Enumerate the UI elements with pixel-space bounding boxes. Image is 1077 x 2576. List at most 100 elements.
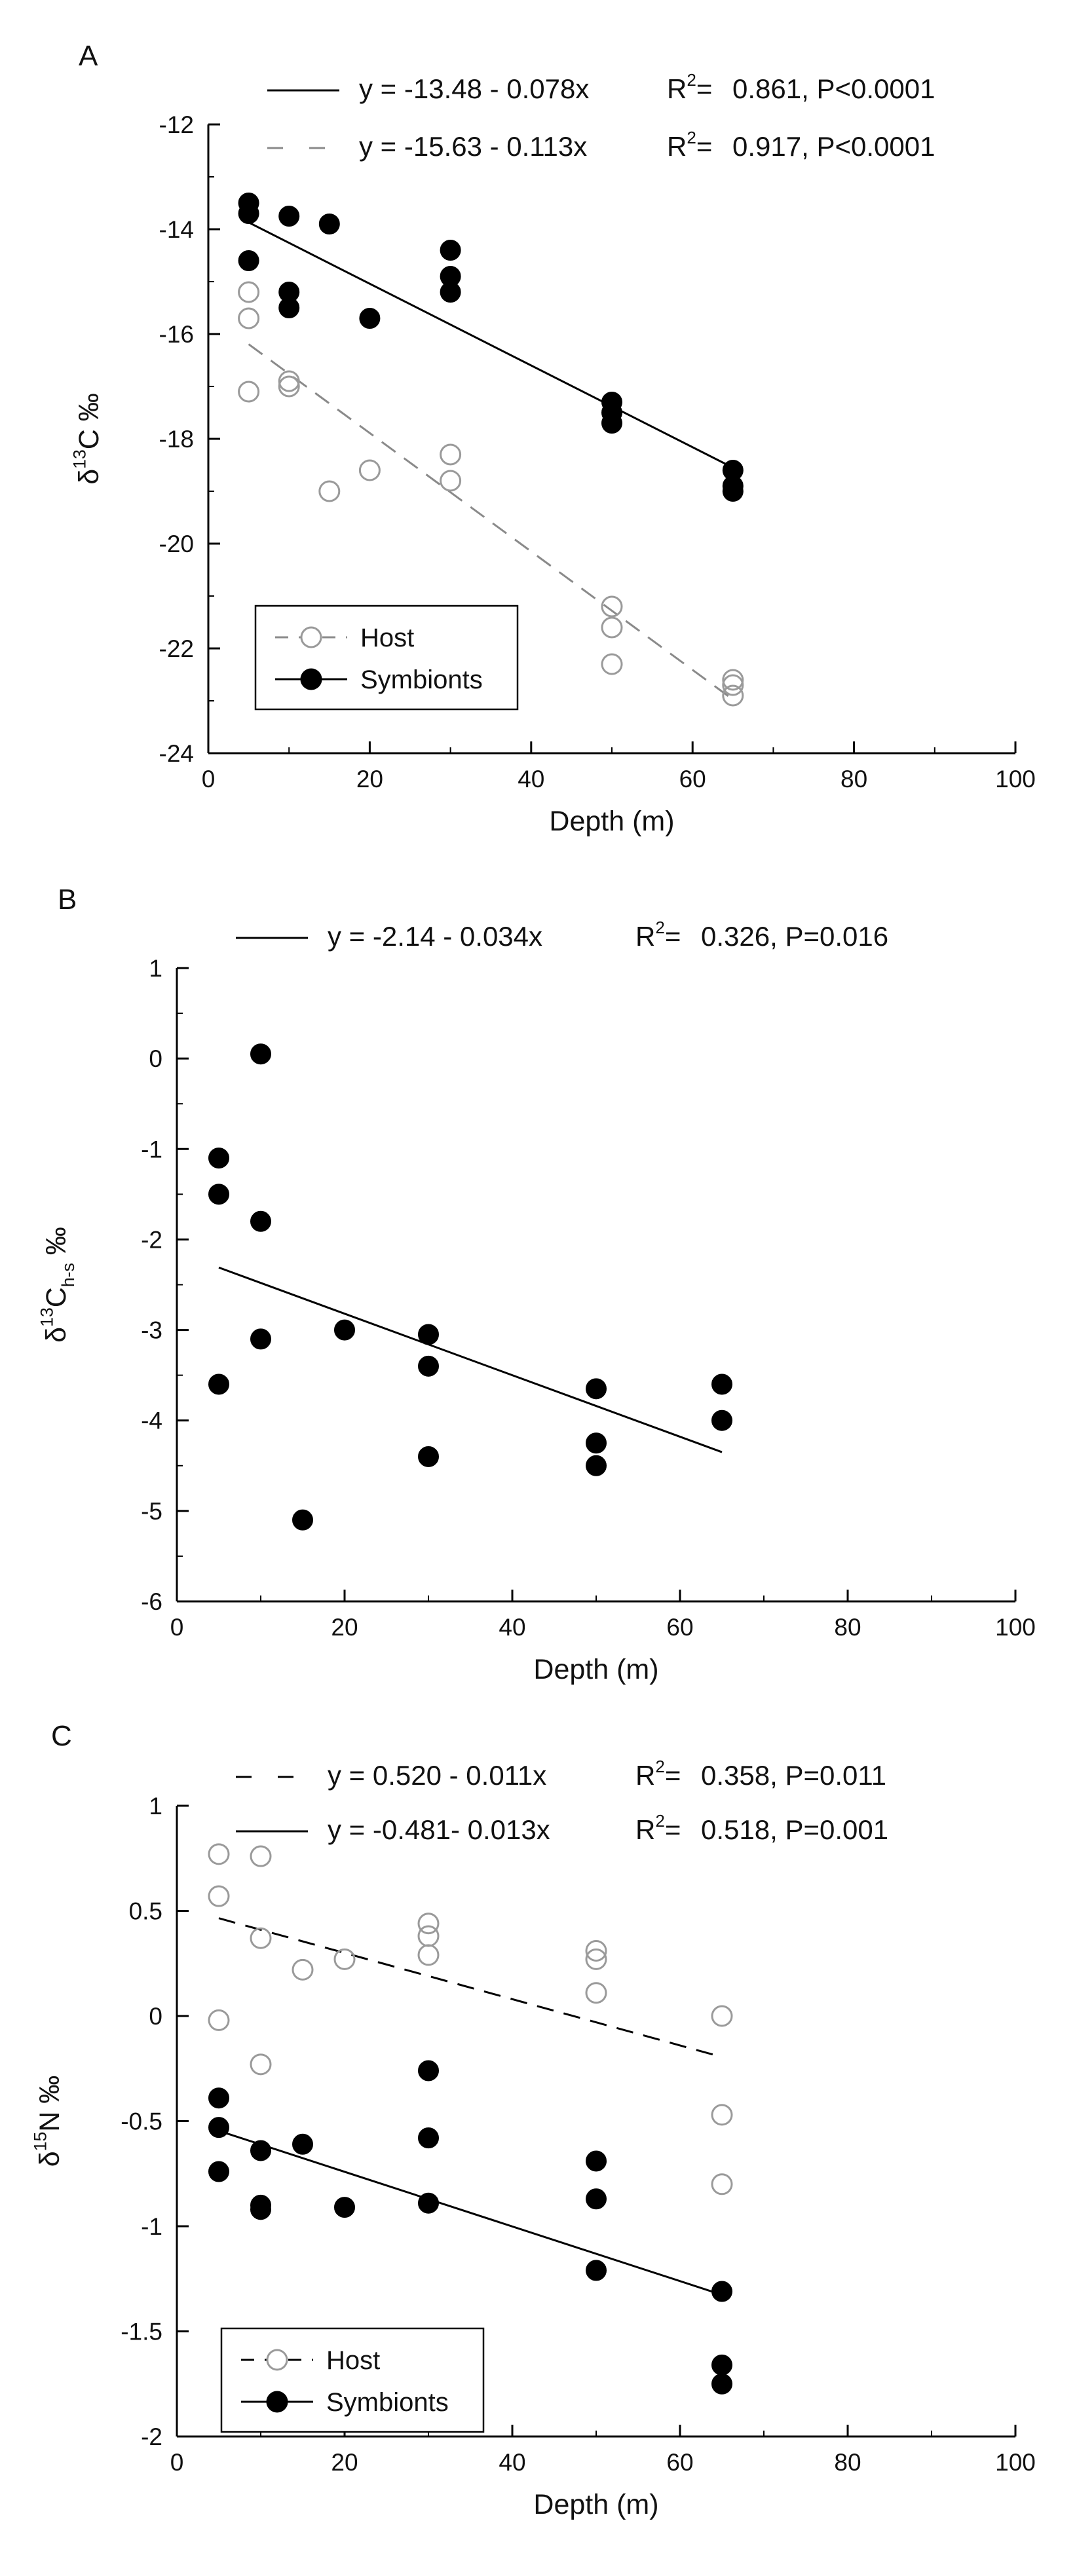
host-point <box>585 1939 607 1962</box>
x-tick-label: 100 <box>995 1614 1036 1641</box>
host-point <box>601 595 623 618</box>
host-point <box>318 480 341 502</box>
symbiont-point <box>238 250 259 271</box>
host-point <box>440 470 462 492</box>
y-tick-label: 1 <box>149 1793 162 1820</box>
panel-a: A 0 20 40 60 80 100 -24 -22 -20 -18 -16 -14 -12 Depth … <box>70 40 1036 837</box>
y-tick-label: 0 <box>149 2003 162 2030</box>
symbiont-point <box>711 1409 732 1431</box>
y-tick-label: 1 <box>149 955 162 982</box>
host-point <box>601 616 623 639</box>
host-point <box>208 1885 230 1907</box>
host-point <box>208 1843 230 1865</box>
panel-c: C 0 20 40 60 80 100 -2 -1.5 -1 -0.5 0 0.5 1 Depth (m) δ… <box>31 1720 1036 2520</box>
symbiont-point <box>208 1184 229 1205</box>
x-tick-label: 60 <box>679 766 706 793</box>
symbiont-point <box>278 297 300 318</box>
host-point <box>333 1948 356 1970</box>
host-point <box>711 2005 733 2027</box>
symbiont-point <box>359 308 381 329</box>
x-tick-label: 0 <box>202 766 216 793</box>
symbiont-point <box>250 1043 271 1065</box>
legend-label: Symbionts <box>326 2388 449 2417</box>
r-squared-value: 0.358, P=0.011 <box>701 1760 886 1791</box>
host-point <box>585 1982 607 2004</box>
host-point <box>722 674 744 696</box>
x-tick-label: 40 <box>518 766 544 793</box>
symbiont-point <box>334 1319 355 1341</box>
symbiont-point <box>418 1446 439 1467</box>
symbiont-point <box>208 2161 229 2182</box>
r-squared-prefix: R2= <box>667 70 712 104</box>
legend-marker <box>266 2391 288 2413</box>
panel-letter: A <box>79 40 98 72</box>
legend: Host Symbionts <box>220 2327 485 2433</box>
x-tick-label: 20 <box>331 1614 358 1641</box>
y-axis-title: δ15N ‰ <box>31 2076 66 2167</box>
symbiont-point <box>250 2140 271 2161</box>
host-point <box>440 443 462 466</box>
symbiont-point <box>278 206 300 227</box>
y-tick-label: -1.5 <box>121 2319 162 2345</box>
symbiont-point <box>586 1378 607 1400</box>
host-point <box>358 459 381 481</box>
symbiont-point <box>586 1455 607 1476</box>
host-point <box>292 1958 314 1981</box>
symbiont-point <box>711 2373 732 2395</box>
host-point <box>585 1948 607 1970</box>
symbiont-point <box>208 2087 229 2109</box>
x-tick-label: 100 <box>995 766 1036 793</box>
host-point <box>278 370 300 392</box>
fit-line-host-symbionts <box>218 1266 723 1453</box>
symbiont-point <box>418 1355 439 1377</box>
legend-frame <box>254 605 519 711</box>
y-tick-label: -24 <box>159 740 194 767</box>
legend-label: Symbionts <box>360 665 483 694</box>
y-axis-title: δ13Ch-s ‰ <box>37 1227 78 1343</box>
host-point <box>722 669 744 691</box>
symbiont-point <box>334 2197 355 2218</box>
legend-marker <box>300 626 322 648</box>
y-tick-label: -18 <box>159 426 194 453</box>
symbiont-point <box>711 2281 732 2302</box>
symbiont-point <box>440 282 461 303</box>
y-tick-label: -22 <box>159 635 194 662</box>
legend: Host Symbionts <box>254 605 519 711</box>
r-squared-value: 0.861, P<0.0001 <box>732 73 935 104</box>
symbiont-point <box>250 2199 271 2220</box>
host-point <box>711 2173 733 2195</box>
x-tick-label: 80 <box>834 1614 861 1641</box>
y-tick-label: 0 <box>149 1045 162 1072</box>
symbiont-point <box>418 1324 439 1345</box>
symbiont-point <box>238 203 259 224</box>
host-point <box>250 1845 272 1867</box>
y-tick-label: -4 <box>141 1408 162 1434</box>
y-tick-label: -16 <box>159 321 194 348</box>
symbiont-point <box>292 1509 313 1531</box>
fit-line-host <box>218 1917 723 2059</box>
r-squared-prefix: R2= <box>667 128 712 162</box>
y-tick-label: -3 <box>141 1317 162 1344</box>
symbiont-point <box>586 2150 607 2172</box>
y-axis-title: δ13C ‰ <box>70 393 105 485</box>
host-point <box>601 653 623 675</box>
host-point <box>417 1913 440 1935</box>
y-tick-label: -14 <box>159 216 194 243</box>
regression-equation: y = -15.63 - 0.113x <box>359 131 587 162</box>
host-point <box>208 2009 230 2031</box>
x-tick-label: 80 <box>841 766 867 793</box>
symbiont-point <box>711 1373 732 1395</box>
r-squared-prefix: R2= <box>635 1757 681 1791</box>
x-tick-label: 60 <box>666 2449 693 2476</box>
x-tick-label: 20 <box>331 2449 358 2476</box>
host-point <box>238 281 260 303</box>
symbiont-point <box>250 1210 271 1232</box>
y-tick-label: -2 <box>141 1226 162 1253</box>
y-tick-label: -0.5 <box>121 2108 162 2135</box>
regression-equation: y = 0.520 - 0.011x <box>328 1760 546 1791</box>
host-point <box>417 1944 440 1966</box>
x-tick-label: 20 <box>356 766 383 793</box>
legend-frame <box>220 2327 485 2433</box>
r-squared-prefix: R2= <box>635 918 681 952</box>
